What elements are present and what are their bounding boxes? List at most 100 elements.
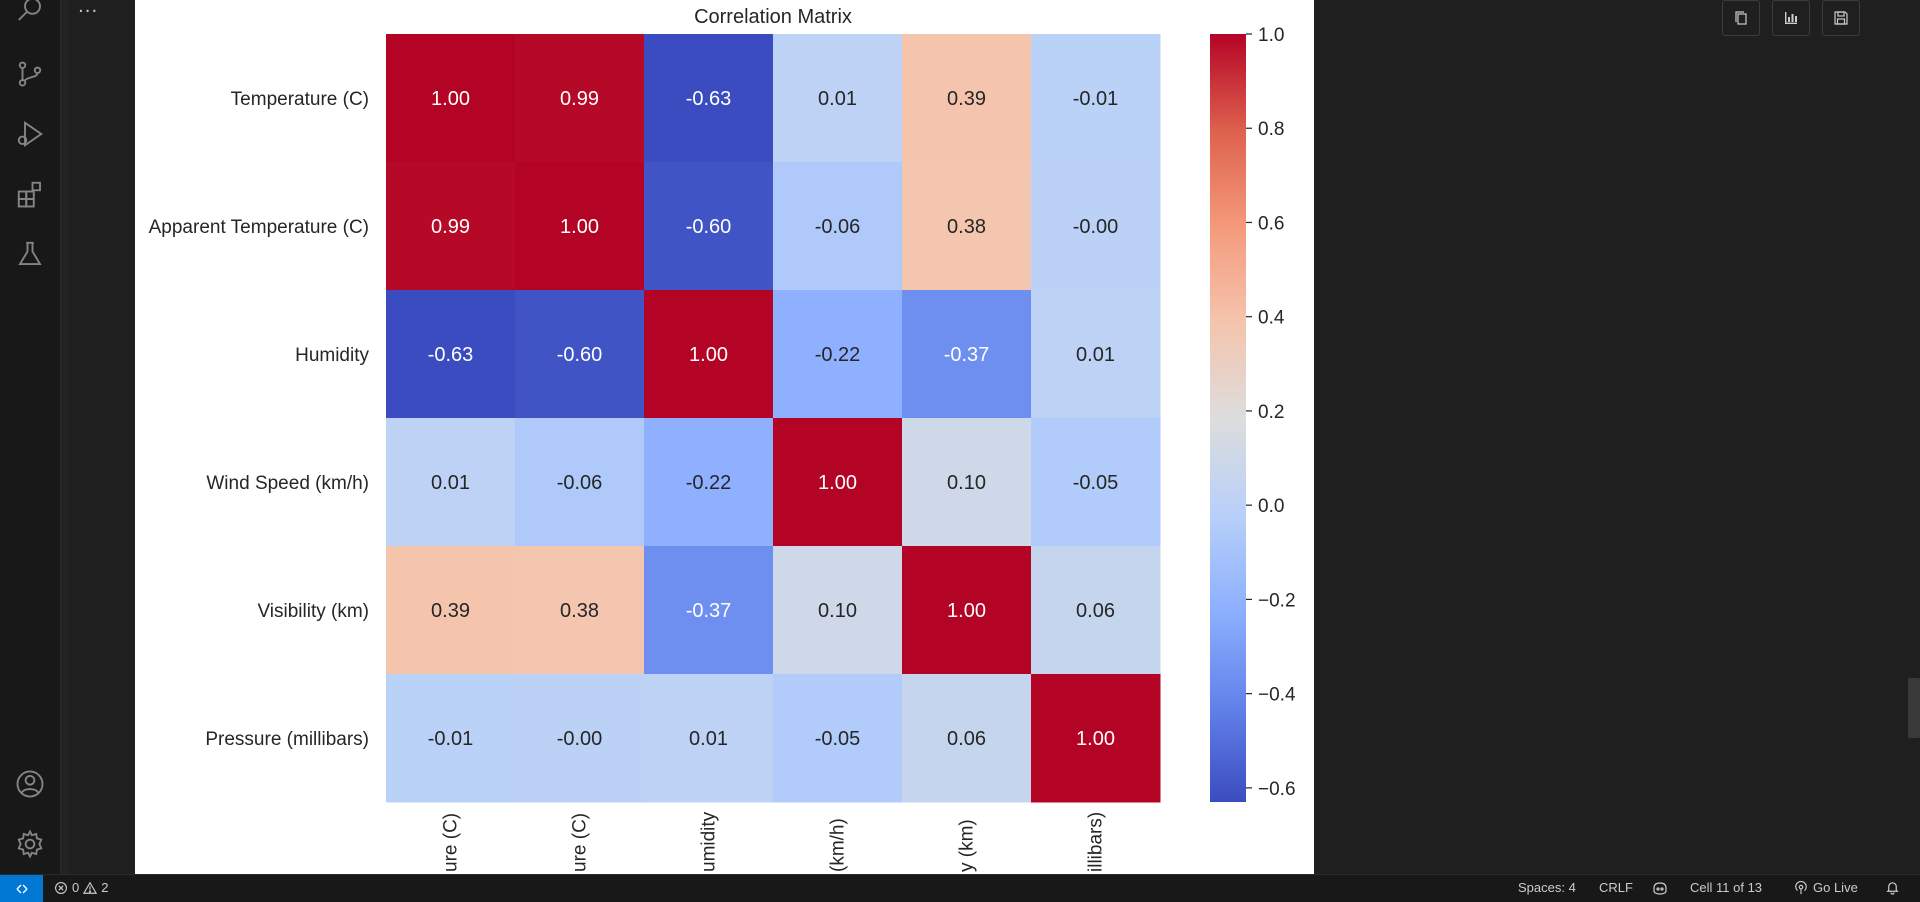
heatmap-value-label: 0.01 xyxy=(1076,344,1115,366)
warning-count: 2 xyxy=(101,880,109,895)
go-live-label: Go Live xyxy=(1813,880,1858,895)
remote-icon xyxy=(16,884,27,893)
heatmap-value-label: 0.01 xyxy=(689,728,728,750)
save-icon xyxy=(1834,11,1848,25)
extensions-icon[interactable] xyxy=(12,176,48,212)
heatmap-cell xyxy=(644,674,774,803)
heatmap-cell xyxy=(644,546,774,675)
status-bar: 0 2 Spaces: 4 CRLF Cell 11 of 13 Go Live xyxy=(0,874,1920,902)
copy-output-button[interactable] xyxy=(1722,0,1760,36)
heatmap-cell xyxy=(902,546,1032,675)
column-tick-label: ure (C) xyxy=(570,813,591,872)
heatmap-cell xyxy=(902,674,1032,803)
heatmap-value-label: -0.06 xyxy=(557,472,603,494)
heatmap-value-label: 0.01 xyxy=(818,88,857,110)
change-presentation-button[interactable] xyxy=(1772,0,1810,36)
cell-position-status[interactable]: Cell 11 of 13 xyxy=(1690,880,1762,895)
heatmap-value-label: 0.99 xyxy=(560,88,599,110)
column-tick-label: illibars) xyxy=(1086,812,1107,872)
heatmap-value-label: -0.01 xyxy=(428,728,474,750)
colorbar-tick-label: 1.0 xyxy=(1258,25,1284,46)
heatmap-value-label: 1.00 xyxy=(947,600,986,622)
column-tick-label: umidity xyxy=(699,811,720,872)
cell-position-label: Cell 11 of 13 xyxy=(1690,880,1763,895)
colorbar-tick-label: −0.6 xyxy=(1258,779,1296,800)
column-labels: ure (C) ure (C) umidity (km/h) y (km) illibar… xyxy=(441,811,1107,872)
heatmap-value-label: -0.01 xyxy=(1073,88,1119,110)
warning-icon xyxy=(83,881,98,894)
heatmap-cell xyxy=(773,418,903,547)
heatmap-cell xyxy=(773,546,903,675)
heatmap-value-label: -0.37 xyxy=(686,600,732,622)
activity-bar xyxy=(0,0,60,874)
correlation-heatmap-chart: Correlation Matrix 1.00 0.99 -0.63 0.01 0.39… xyxy=(149,6,1296,872)
colorbar-tick-label: 0.6 xyxy=(1258,213,1284,234)
column-tick-label: ure (C) xyxy=(441,813,462,872)
heatmap-cell xyxy=(773,34,903,163)
heatmap-value-label: -0.05 xyxy=(815,728,861,750)
heatmap-cell xyxy=(1031,162,1161,291)
heatmap-cell xyxy=(515,418,645,547)
row-tick-label: Pressure (millibars) xyxy=(205,729,369,750)
go-live-button[interactable]: Go Live xyxy=(1794,880,1858,895)
heatmap-cell xyxy=(386,546,516,675)
heatmap-value-label: 1.00 xyxy=(689,344,728,366)
account-icon[interactable] xyxy=(12,766,48,802)
heatmap-value-label: -0.05 xyxy=(1073,472,1119,494)
heatmap-value-label: 1.00 xyxy=(1076,728,1115,750)
colorbar-tick-label: −0.4 xyxy=(1258,685,1296,706)
notifications-button[interactable] xyxy=(1885,880,1900,895)
colorbar-tick-label: 0.4 xyxy=(1258,308,1285,329)
row-tick-label: Humidity xyxy=(295,345,369,366)
more-actions-button[interactable]: ... xyxy=(78,0,99,17)
heatmap-value-label: -0.63 xyxy=(428,344,474,366)
copilot-icon xyxy=(1653,882,1667,895)
heatmap-value-label: -0.60 xyxy=(557,344,603,366)
heatmap-cells: 1.00 0.99 -0.63 0.01 0.39 -0.01 0.99 1.00 -0.60 -… xyxy=(386,34,1161,803)
indentation-status[interactable]: Spaces: 4 xyxy=(1518,880,1576,895)
colorbar-tick-label: 0.0 xyxy=(1258,496,1284,517)
colorbar: 1.0 0.8 0.6 0.4 0.2 0.0 −0.2 −0.4 −0.6 xyxy=(1210,25,1296,802)
heatmap-value-label: 0.10 xyxy=(947,472,986,494)
heatmap-cell xyxy=(1031,546,1161,675)
vertical-scrollbar-thumb[interactable] xyxy=(1908,678,1920,738)
row-tick-label: Visibility (km) xyxy=(257,601,369,622)
heatmap-cell xyxy=(902,290,1032,419)
heatmap-value-label: 0.38 xyxy=(560,600,599,622)
search-icon[interactable] xyxy=(12,0,48,28)
heatmap-value-label: 1.00 xyxy=(431,88,470,110)
heatmap-cell xyxy=(386,290,516,419)
copilot-status[interactable] xyxy=(1652,880,1668,896)
heatmap-value-label: 0.39 xyxy=(431,600,470,622)
row-tick-label: Temperature (C) xyxy=(231,89,369,110)
heatmap-cell xyxy=(515,162,645,291)
copy-icon xyxy=(1735,11,1747,25)
problems-indicator[interactable]: 0 2 xyxy=(54,880,108,895)
eol-status[interactable]: CRLF xyxy=(1599,880,1633,895)
heatmap-value-label: -0.22 xyxy=(815,344,861,366)
heatmap-cell xyxy=(902,418,1032,547)
save-output-button[interactable] xyxy=(1822,0,1860,36)
settings-gear-icon[interactable] xyxy=(12,826,48,862)
broadcast-icon xyxy=(1795,880,1807,894)
heatmap-cell xyxy=(386,34,516,163)
heatmap-value-label: -0.63 xyxy=(686,88,732,110)
run-debug-icon[interactable] xyxy=(12,116,48,152)
heatmap-cell xyxy=(1031,290,1161,419)
heatmap-cell xyxy=(1031,418,1161,547)
heatmap-value-label: -0.37 xyxy=(944,344,990,366)
heatmap-cell xyxy=(1031,34,1161,163)
chart-title: Correlation Matrix xyxy=(694,6,852,28)
heatmap-value-label: 0.38 xyxy=(947,216,986,238)
heatmap-cell xyxy=(773,290,903,419)
output-toolbar xyxy=(1722,0,1860,36)
heatmap-cell xyxy=(386,418,516,547)
row-tick-label: Wind Speed (km/h) xyxy=(206,473,369,494)
remote-indicator-button[interactable] xyxy=(0,875,43,902)
heatmap-value-label: 0.10 xyxy=(818,600,857,622)
error-icon xyxy=(55,881,67,894)
column-tick-label: (km/h) xyxy=(828,818,849,872)
source-control-icon[interactable] xyxy=(12,56,48,92)
testing-icon[interactable] xyxy=(12,236,48,272)
heatmap-cell xyxy=(902,34,1032,163)
